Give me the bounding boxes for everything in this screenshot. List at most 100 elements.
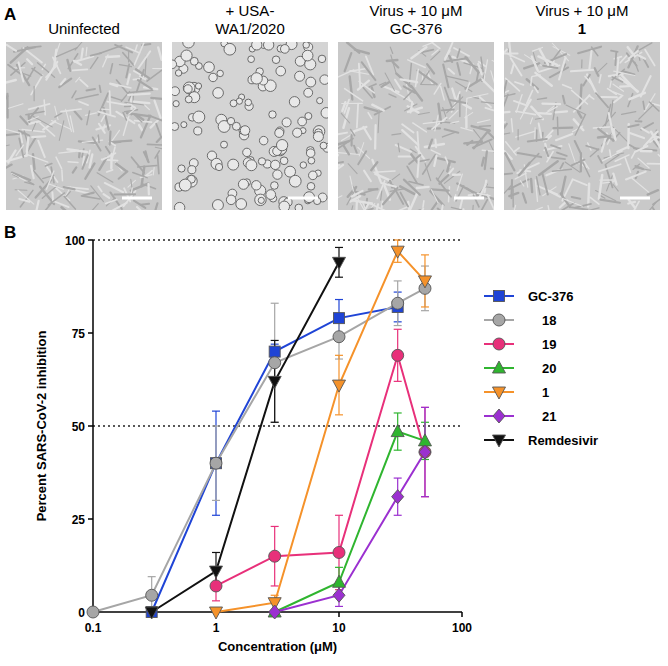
texture <box>486 108 494 111</box>
texture <box>635 120 641 122</box>
data-point <box>391 425 404 437</box>
texture <box>417 187 429 188</box>
texture <box>457 184 474 193</box>
texture <box>19 131 30 136</box>
texture <box>345 89 363 101</box>
texture <box>553 103 556 120</box>
texture <box>109 131 112 144</box>
texture <box>392 134 401 135</box>
texture <box>18 190 34 204</box>
micrograph <box>172 42 328 210</box>
texture <box>613 92 623 96</box>
y-tick-label: 25 <box>72 513 86 527</box>
texture <box>127 74 130 84</box>
texture <box>404 180 420 195</box>
texture <box>157 137 161 142</box>
texture <box>351 129 355 135</box>
texture <box>572 90 588 104</box>
texture <box>427 64 434 73</box>
texture <box>28 117 39 121</box>
error-cap <box>212 600 220 601</box>
image-background <box>172 42 328 210</box>
texture <box>349 206 353 210</box>
cell <box>273 170 282 179</box>
x-tick <box>338 612 340 617</box>
cell <box>308 157 315 164</box>
cell <box>215 163 222 170</box>
texture <box>365 107 378 111</box>
texture <box>445 58 468 61</box>
texture <box>368 113 371 119</box>
texture <box>97 135 99 142</box>
texture <box>569 144 576 165</box>
texture <box>572 160 585 166</box>
texture <box>430 191 443 205</box>
texture <box>531 179 532 192</box>
reference-line <box>93 425 462 426</box>
texture <box>573 179 587 185</box>
texture <box>415 69 418 86</box>
texture <box>31 166 34 178</box>
cell <box>300 162 306 168</box>
texture <box>534 87 538 93</box>
texture <box>545 144 548 158</box>
texture <box>599 75 601 83</box>
texture <box>338 165 343 178</box>
texture <box>504 53 518 55</box>
texture <box>352 127 367 132</box>
texture <box>47 171 54 189</box>
texture <box>492 60 494 70</box>
data-point <box>210 566 223 578</box>
cell <box>303 42 310 48</box>
texture <box>389 94 396 97</box>
image-background <box>6 42 162 210</box>
y-axis-label: Percent SARS-CoV-2 inhibition <box>34 331 49 522</box>
cell <box>245 99 252 106</box>
texture <box>482 158 484 166</box>
texture <box>27 155 47 163</box>
texture <box>458 199 462 210</box>
micrograph <box>504 42 660 210</box>
texture <box>344 100 349 113</box>
texture <box>559 57 565 79</box>
texture <box>586 146 598 150</box>
texture <box>658 154 660 167</box>
texture <box>7 45 16 51</box>
texture <box>575 141 580 152</box>
texture <box>357 198 366 210</box>
texture <box>426 201 437 210</box>
texture <box>578 47 601 54</box>
texture <box>355 201 358 210</box>
texture <box>49 184 64 189</box>
texture <box>76 95 98 100</box>
texture <box>629 93 645 99</box>
texture <box>70 69 87 70</box>
texture <box>105 183 123 192</box>
texture <box>504 94 508 107</box>
texture <box>563 96 565 104</box>
texture <box>491 71 494 85</box>
data-point <box>419 446 431 458</box>
texture <box>32 135 45 138</box>
series-line <box>152 262 339 612</box>
y-tick-label: 100 <box>65 234 85 248</box>
legend-marker <box>493 314 505 326</box>
texture <box>653 208 659 210</box>
texture <box>342 103 363 104</box>
texture <box>90 57 97 68</box>
texture <box>518 153 541 157</box>
texture <box>447 76 468 81</box>
error-cap <box>335 277 343 278</box>
texture <box>93 137 101 150</box>
texture <box>542 103 560 106</box>
texture <box>572 197 580 199</box>
texture <box>462 209 465 210</box>
data-point <box>333 380 346 392</box>
texture <box>423 42 433 46</box>
texture <box>116 112 134 123</box>
data-point <box>392 490 404 504</box>
texture <box>504 94 515 99</box>
data-point <box>269 346 280 357</box>
texture <box>514 101 527 106</box>
texture <box>563 85 572 89</box>
